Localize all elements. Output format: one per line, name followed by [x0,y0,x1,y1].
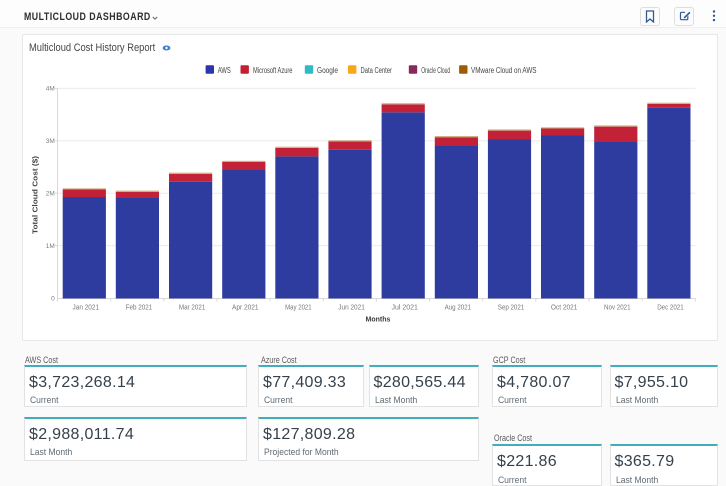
svg-text:VMware Cloud on AWS: VMware Cloud on AWS [471,66,537,75]
svg-text:4M: 4M [46,86,55,93]
svg-text:AWS: AWS [218,66,231,75]
svg-text:0: 0 [51,295,55,302]
svg-text:Google: Google [317,66,338,75]
svg-text:Mar 2021: Mar 2021 [179,305,206,312]
svg-text:Feb 2021: Feb 2021 [126,305,153,312]
svg-text:Sep 2021: Sep 2021 [498,305,525,312]
svg-text:Data Center: Data Center [361,66,393,75]
svg-text:Dec 2021: Dec 2021 [657,305,684,312]
svg-text:2M: 2M [46,191,55,198]
svg-text:Jul 2021: Jul 2021 [391,305,418,312]
svg-text:Months: Months [366,317,391,324]
svg-text:1M: 1M [46,243,55,250]
svg-text:Microsoft Azure: Microsoft Azure [253,66,293,75]
svg-text:Oracle Cloud: Oracle Cloud [421,66,450,75]
svg-text:Aug 2021: Aug 2021 [445,305,472,312]
svg-text:Jun 2021: Jun 2021 [338,305,365,312]
svg-text:3M: 3M [46,138,55,145]
svg-text:Apr 2021: Apr 2021 [232,305,259,312]
svg-text:Total Cloud Cost ($): Total Cloud Cost ($) [33,156,40,234]
svg-text:Nov 2021: Nov 2021 [604,305,631,312]
svg-text:Jan 2021: Jan 2021 [73,305,100,312]
svg-text:May 2021: May 2021 [285,305,312,312]
svg-text:Oct 2021: Oct 2021 [551,305,578,312]
